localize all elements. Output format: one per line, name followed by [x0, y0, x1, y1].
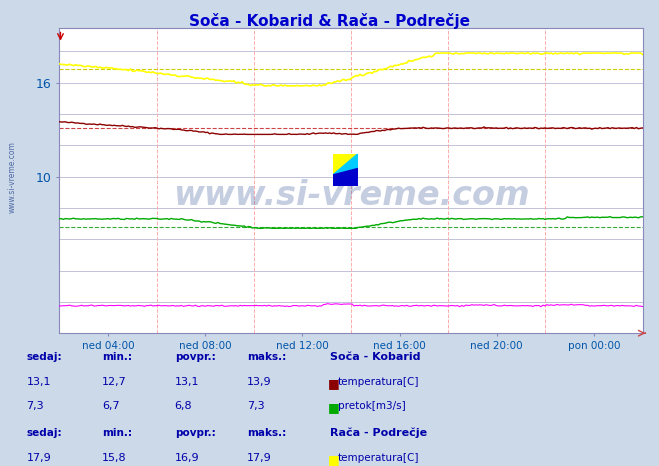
Text: maks.:: maks.:: [247, 352, 287, 362]
Text: sedaj:: sedaj:: [26, 352, 62, 362]
Text: min.:: min.:: [102, 428, 132, 438]
Text: ■: ■: [328, 377, 339, 391]
Text: Soča - Kobarid: Soča - Kobarid: [330, 352, 420, 362]
Text: 13,9: 13,9: [247, 377, 272, 387]
Text: 12,7: 12,7: [102, 377, 127, 387]
Text: 13,1: 13,1: [175, 377, 199, 387]
Text: 17,9: 17,9: [26, 453, 51, 463]
Text: povpr.:: povpr.:: [175, 428, 215, 438]
Text: temperatura[C]: temperatura[C]: [338, 453, 420, 463]
Text: 7,3: 7,3: [247, 401, 265, 411]
Text: povpr.:: povpr.:: [175, 352, 215, 362]
Text: www.si-vreme.com: www.si-vreme.com: [8, 141, 17, 213]
Text: pretok[m3/s]: pretok[m3/s]: [338, 401, 406, 411]
Text: maks.:: maks.:: [247, 428, 287, 438]
Text: 17,9: 17,9: [247, 453, 272, 463]
Text: 7,3: 7,3: [26, 401, 44, 411]
Text: 16,9: 16,9: [175, 453, 199, 463]
Text: www.si-vreme.com: www.si-vreme.com: [173, 179, 529, 212]
Text: temperatura[C]: temperatura[C]: [338, 377, 420, 387]
Text: Soča - Kobarid & Rača - Podrečje: Soča - Kobarid & Rača - Podrečje: [189, 13, 470, 29]
Text: ■: ■: [328, 453, 339, 466]
Text: sedaj:: sedaj:: [26, 428, 62, 438]
Text: min.:: min.:: [102, 352, 132, 362]
Text: Rača - Podrečje: Rača - Podrečje: [330, 428, 426, 439]
Text: ■: ■: [328, 401, 339, 414]
Text: 6,8: 6,8: [175, 401, 192, 411]
Polygon shape: [333, 154, 358, 175]
Text: 6,7: 6,7: [102, 401, 120, 411]
Text: 15,8: 15,8: [102, 453, 127, 463]
Polygon shape: [333, 169, 358, 186]
Text: 13,1: 13,1: [26, 377, 51, 387]
Polygon shape: [333, 154, 358, 175]
